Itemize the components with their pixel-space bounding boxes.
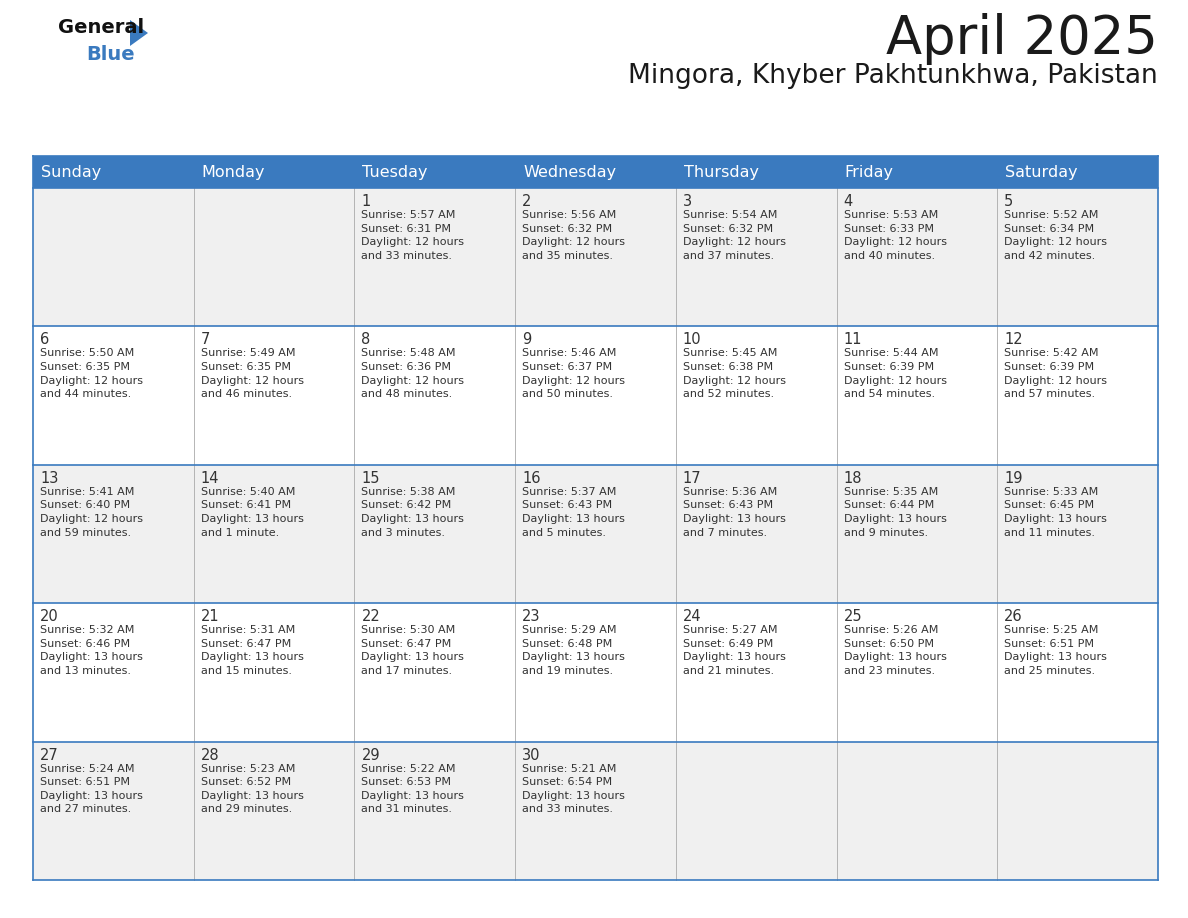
Text: Saturday: Saturday xyxy=(1005,164,1078,180)
Text: Sunrise: 5:56 AM
Sunset: 6:32 PM
Daylight: 12 hours
and 35 minutes.: Sunrise: 5:56 AM Sunset: 6:32 PM Dayligh… xyxy=(523,210,625,261)
Text: 10: 10 xyxy=(683,332,701,347)
Text: Sunrise: 5:42 AM
Sunset: 6:39 PM
Daylight: 12 hours
and 57 minutes.: Sunrise: 5:42 AM Sunset: 6:39 PM Dayligh… xyxy=(1004,349,1107,399)
Text: Mingora, Khyber Pakhtunkhwa, Pakistan: Mingora, Khyber Pakhtunkhwa, Pakistan xyxy=(628,63,1158,89)
Text: 17: 17 xyxy=(683,471,701,486)
Text: 22: 22 xyxy=(361,610,380,624)
Bar xyxy=(836,156,997,188)
Text: 21: 21 xyxy=(201,610,220,624)
Bar xyxy=(997,156,1158,188)
Text: Sunrise: 5:31 AM
Sunset: 6:47 PM
Daylight: 13 hours
and 15 minutes.: Sunrise: 5:31 AM Sunset: 6:47 PM Dayligh… xyxy=(201,625,304,676)
Text: 15: 15 xyxy=(361,471,380,486)
Text: General: General xyxy=(58,18,144,37)
Text: Sunrise: 5:25 AM
Sunset: 6:51 PM
Daylight: 13 hours
and 25 minutes.: Sunrise: 5:25 AM Sunset: 6:51 PM Dayligh… xyxy=(1004,625,1107,676)
Bar xyxy=(33,327,1158,465)
Text: Blue: Blue xyxy=(86,45,134,64)
Text: Sunrise: 5:23 AM
Sunset: 6:52 PM
Daylight: 13 hours
and 29 minutes.: Sunrise: 5:23 AM Sunset: 6:52 PM Dayligh… xyxy=(201,764,304,814)
Bar xyxy=(33,156,194,188)
Text: 26: 26 xyxy=(1004,610,1023,624)
Text: Sunrise: 5:36 AM
Sunset: 6:43 PM
Daylight: 13 hours
and 7 minutes.: Sunrise: 5:36 AM Sunset: 6:43 PM Dayligh… xyxy=(683,487,785,538)
Text: Sunrise: 5:27 AM
Sunset: 6:49 PM
Daylight: 13 hours
and 21 minutes.: Sunrise: 5:27 AM Sunset: 6:49 PM Dayligh… xyxy=(683,625,785,676)
Text: 4: 4 xyxy=(843,194,853,209)
Text: 12: 12 xyxy=(1004,332,1023,347)
Text: 16: 16 xyxy=(523,471,541,486)
Text: 2: 2 xyxy=(523,194,531,209)
Text: Sunrise: 5:21 AM
Sunset: 6:54 PM
Daylight: 13 hours
and 33 minutes.: Sunrise: 5:21 AM Sunset: 6:54 PM Dayligh… xyxy=(523,764,625,814)
Bar xyxy=(33,603,1158,742)
Text: 3: 3 xyxy=(683,194,691,209)
Text: Sunrise: 5:24 AM
Sunset: 6:51 PM
Daylight: 13 hours
and 27 minutes.: Sunrise: 5:24 AM Sunset: 6:51 PM Dayligh… xyxy=(40,764,143,814)
Bar xyxy=(33,188,1158,327)
Text: Tuesday: Tuesday xyxy=(362,164,428,180)
Text: Sunrise: 5:38 AM
Sunset: 6:42 PM
Daylight: 13 hours
and 3 minutes.: Sunrise: 5:38 AM Sunset: 6:42 PM Dayligh… xyxy=(361,487,465,538)
Text: Sunrise: 5:46 AM
Sunset: 6:37 PM
Daylight: 12 hours
and 50 minutes.: Sunrise: 5:46 AM Sunset: 6:37 PM Dayligh… xyxy=(523,349,625,399)
Text: Wednesday: Wednesday xyxy=(523,164,617,180)
Text: 8: 8 xyxy=(361,332,371,347)
Text: Sunrise: 5:26 AM
Sunset: 6:50 PM
Daylight: 13 hours
and 23 minutes.: Sunrise: 5:26 AM Sunset: 6:50 PM Dayligh… xyxy=(843,625,947,676)
Text: Sunrise: 5:35 AM
Sunset: 6:44 PM
Daylight: 13 hours
and 9 minutes.: Sunrise: 5:35 AM Sunset: 6:44 PM Dayligh… xyxy=(843,487,947,538)
Text: Friday: Friday xyxy=(845,164,893,180)
Text: 24: 24 xyxy=(683,610,701,624)
Text: 27: 27 xyxy=(40,747,58,763)
Bar xyxy=(33,465,1158,603)
Text: Sunrise: 5:30 AM
Sunset: 6:47 PM
Daylight: 13 hours
and 17 minutes.: Sunrise: 5:30 AM Sunset: 6:47 PM Dayligh… xyxy=(361,625,465,676)
Text: 1: 1 xyxy=(361,194,371,209)
Text: 19: 19 xyxy=(1004,471,1023,486)
Text: Sunrise: 5:37 AM
Sunset: 6:43 PM
Daylight: 13 hours
and 5 minutes.: Sunrise: 5:37 AM Sunset: 6:43 PM Dayligh… xyxy=(523,487,625,538)
Bar xyxy=(676,156,836,188)
Text: Sunrise: 5:41 AM
Sunset: 6:40 PM
Daylight: 12 hours
and 59 minutes.: Sunrise: 5:41 AM Sunset: 6:40 PM Dayligh… xyxy=(40,487,143,538)
Text: Sunrise: 5:54 AM
Sunset: 6:32 PM
Daylight: 12 hours
and 37 minutes.: Sunrise: 5:54 AM Sunset: 6:32 PM Dayligh… xyxy=(683,210,785,261)
Text: Sunrise: 5:32 AM
Sunset: 6:46 PM
Daylight: 13 hours
and 13 minutes.: Sunrise: 5:32 AM Sunset: 6:46 PM Dayligh… xyxy=(40,625,143,676)
Text: Sunrise: 5:40 AM
Sunset: 6:41 PM
Daylight: 13 hours
and 1 minute.: Sunrise: 5:40 AM Sunset: 6:41 PM Dayligh… xyxy=(201,487,304,538)
Text: Sunrise: 5:57 AM
Sunset: 6:31 PM
Daylight: 12 hours
and 33 minutes.: Sunrise: 5:57 AM Sunset: 6:31 PM Dayligh… xyxy=(361,210,465,261)
Text: 5: 5 xyxy=(1004,194,1013,209)
Text: 23: 23 xyxy=(523,610,541,624)
Text: Sunrise: 5:53 AM
Sunset: 6:33 PM
Daylight: 12 hours
and 40 minutes.: Sunrise: 5:53 AM Sunset: 6:33 PM Dayligh… xyxy=(843,210,947,261)
Text: Sunrise: 5:48 AM
Sunset: 6:36 PM
Daylight: 12 hours
and 48 minutes.: Sunrise: 5:48 AM Sunset: 6:36 PM Dayligh… xyxy=(361,349,465,399)
Bar xyxy=(33,742,1158,880)
Text: 9: 9 xyxy=(523,332,531,347)
Text: Thursday: Thursday xyxy=(684,164,759,180)
Text: 25: 25 xyxy=(843,610,862,624)
Text: Monday: Monday xyxy=(202,164,265,180)
Text: Sunrise: 5:45 AM
Sunset: 6:38 PM
Daylight: 12 hours
and 52 minutes.: Sunrise: 5:45 AM Sunset: 6:38 PM Dayligh… xyxy=(683,349,785,399)
Text: 13: 13 xyxy=(40,471,58,486)
Text: Sunrise: 5:49 AM
Sunset: 6:35 PM
Daylight: 12 hours
and 46 minutes.: Sunrise: 5:49 AM Sunset: 6:35 PM Dayligh… xyxy=(201,349,304,399)
Text: Sunday: Sunday xyxy=(42,164,101,180)
Text: Sunrise: 5:33 AM
Sunset: 6:45 PM
Daylight: 13 hours
and 11 minutes.: Sunrise: 5:33 AM Sunset: 6:45 PM Dayligh… xyxy=(1004,487,1107,538)
Text: 14: 14 xyxy=(201,471,220,486)
Text: 11: 11 xyxy=(843,332,862,347)
Text: 30: 30 xyxy=(523,747,541,763)
Text: Sunrise: 5:44 AM
Sunset: 6:39 PM
Daylight: 12 hours
and 54 minutes.: Sunrise: 5:44 AM Sunset: 6:39 PM Dayligh… xyxy=(843,349,947,399)
Text: Sunrise: 5:52 AM
Sunset: 6:34 PM
Daylight: 12 hours
and 42 minutes.: Sunrise: 5:52 AM Sunset: 6:34 PM Dayligh… xyxy=(1004,210,1107,261)
Text: 7: 7 xyxy=(201,332,210,347)
Text: Sunrise: 5:29 AM
Sunset: 6:48 PM
Daylight: 13 hours
and 19 minutes.: Sunrise: 5:29 AM Sunset: 6:48 PM Dayligh… xyxy=(523,625,625,676)
Text: Sunrise: 5:22 AM
Sunset: 6:53 PM
Daylight: 13 hours
and 31 minutes.: Sunrise: 5:22 AM Sunset: 6:53 PM Dayligh… xyxy=(361,764,465,814)
Text: April 2025: April 2025 xyxy=(886,13,1158,65)
Polygon shape xyxy=(129,20,148,46)
Text: Sunrise: 5:50 AM
Sunset: 6:35 PM
Daylight: 12 hours
and 44 minutes.: Sunrise: 5:50 AM Sunset: 6:35 PM Dayligh… xyxy=(40,349,143,399)
Bar xyxy=(354,156,516,188)
Bar xyxy=(194,156,354,188)
Bar xyxy=(516,156,676,188)
Text: 29: 29 xyxy=(361,747,380,763)
Text: 6: 6 xyxy=(40,332,49,347)
Text: 18: 18 xyxy=(843,471,862,486)
Text: 20: 20 xyxy=(40,610,58,624)
Text: 28: 28 xyxy=(201,747,220,763)
